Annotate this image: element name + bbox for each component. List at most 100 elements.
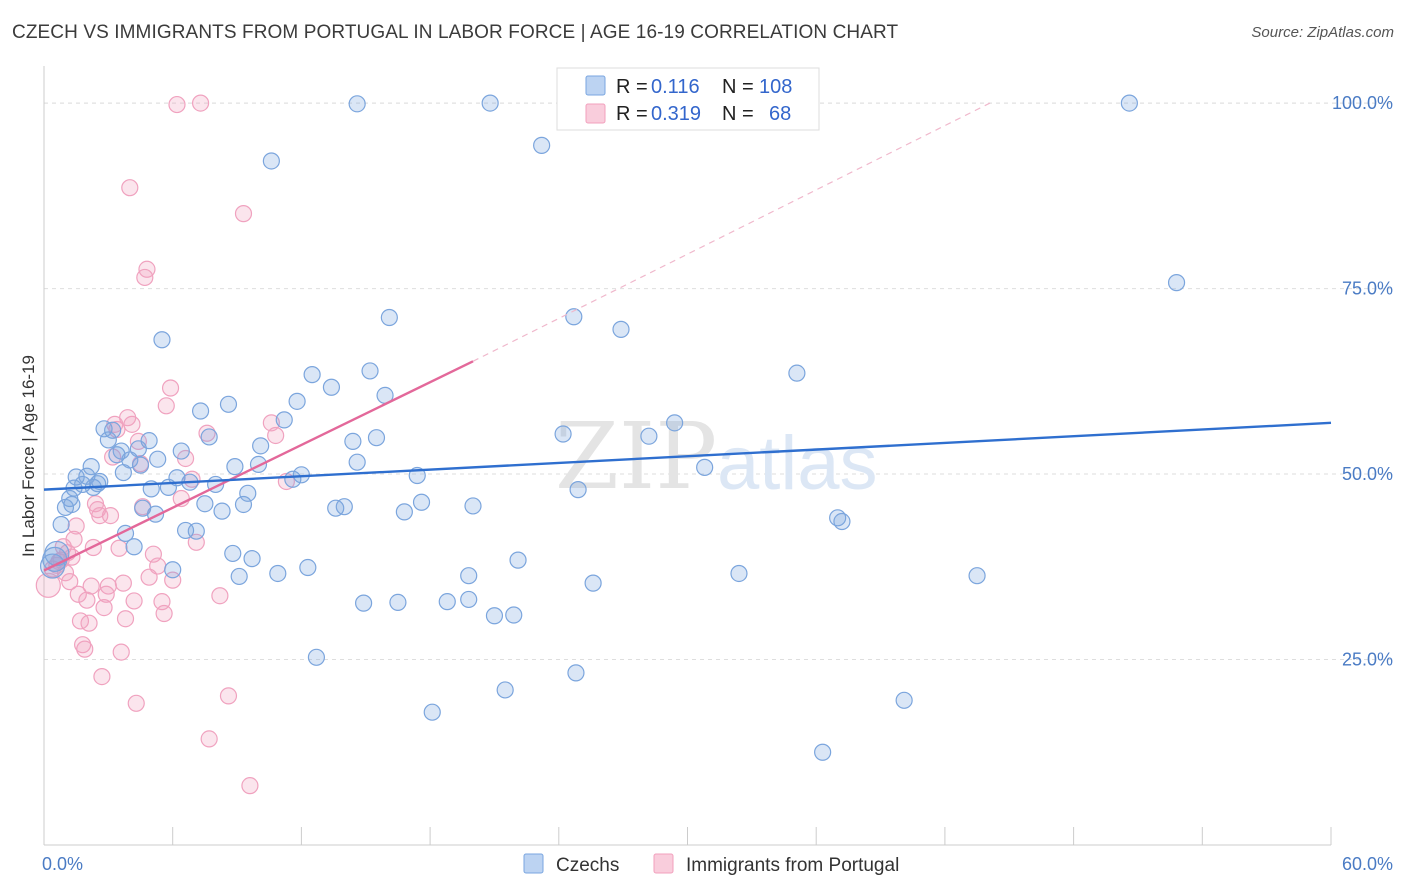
point-czech bbox=[640, 427, 658, 445]
point-czech bbox=[200, 428, 218, 446]
point-czech bbox=[262, 152, 280, 170]
point-czech bbox=[344, 432, 362, 451]
point-czech bbox=[460, 590, 478, 609]
point-czech bbox=[95, 420, 113, 438]
point-czech bbox=[52, 515, 70, 534]
point-czech bbox=[485, 607, 504, 625]
point-czech bbox=[112, 442, 130, 460]
point-czech bbox=[125, 538, 143, 556]
watermark: ZIP atlas bbox=[555, 403, 878, 510]
point-portugal bbox=[114, 574, 132, 592]
legend-r-value-czechs: 0.116 bbox=[651, 76, 700, 98]
y-tick-label: 25.0% bbox=[1342, 650, 1393, 670]
point-czech bbox=[696, 458, 714, 476]
top-legend: R = 0.116 N = 108 R = 0.319 N = 68 bbox=[556, 67, 820, 131]
point-czech bbox=[968, 567, 986, 585]
point-czech bbox=[153, 331, 171, 349]
trend-lines bbox=[43, 102, 1332, 572]
point-czech bbox=[275, 411, 293, 429]
point-czech bbox=[63, 495, 81, 514]
point-czech bbox=[509, 551, 527, 569]
bottom-legend: Czechs Immigrants from Portugal bbox=[523, 853, 899, 876]
point-czech bbox=[788, 364, 806, 382]
bottom-legend-swatch-czechs bbox=[523, 853, 544, 874]
point-czech bbox=[303, 366, 321, 384]
watermark-atlas: atlas bbox=[717, 421, 878, 506]
point-czech bbox=[412, 493, 431, 511]
point-czech bbox=[44, 540, 70, 567]
point-czech bbox=[730, 564, 748, 583]
point-portugal bbox=[138, 260, 156, 278]
point-czech bbox=[496, 681, 514, 699]
point-portugal bbox=[65, 530, 83, 548]
point-czech bbox=[533, 136, 551, 154]
point-czech bbox=[196, 495, 214, 513]
point-czech bbox=[565, 308, 583, 326]
point-czech bbox=[322, 378, 341, 396]
point-czech bbox=[327, 499, 345, 517]
point-czech bbox=[460, 567, 478, 585]
point-czech bbox=[288, 392, 306, 410]
point-czech bbox=[307, 648, 326, 666]
axes bbox=[43, 66, 1332, 846]
source-prefix: Source: bbox=[1251, 24, 1308, 41]
point-czech bbox=[1167, 274, 1186, 292]
point-czech bbox=[252, 437, 270, 455]
tick-labels: 25.0% 50.0% 75.0% 100.0% 0.0% 60.0% bbox=[42, 93, 1393, 874]
legend-n-label-portugal: N = bbox=[722, 103, 754, 125]
point-portugal bbox=[99, 577, 117, 595]
point-czech bbox=[82, 458, 100, 476]
point-portugal bbox=[95, 598, 113, 617]
point-czech bbox=[612, 320, 630, 338]
point-czech bbox=[569, 481, 587, 499]
point-czech bbox=[423, 703, 441, 721]
point-portugal bbox=[93, 667, 111, 686]
point-czech bbox=[833, 512, 851, 531]
source-site: ZipAtlas.com bbox=[1307, 24, 1394, 41]
point-czech bbox=[243, 550, 261, 568]
legend-swatch-czechs bbox=[585, 75, 606, 96]
point-czech bbox=[348, 95, 366, 113]
point-czech bbox=[567, 664, 585, 682]
bottom-legend-swatch-portugal bbox=[653, 853, 674, 874]
point-czech bbox=[226, 458, 244, 476]
point-portugal bbox=[234, 205, 253, 223]
chart-title: CZECH VS IMMIGRANTS FROM PORTUGAL IN LAB… bbox=[12, 22, 899, 43]
point-czech bbox=[191, 402, 210, 420]
point-portugal bbox=[80, 614, 98, 632]
point-portugal bbox=[241, 777, 259, 795]
point-czech bbox=[131, 456, 150, 474]
point-portugal bbox=[219, 687, 238, 705]
legend-r-label-portugal: R = bbox=[616, 103, 648, 125]
point-portugal bbox=[35, 572, 61, 598]
point-portugal bbox=[69, 585, 87, 603]
point-czech bbox=[438, 593, 456, 611]
point-czech bbox=[269, 564, 287, 583]
y-axis-title: In Labor Force | Age 16-19 bbox=[19, 355, 38, 557]
legend-n-label-czechs: N = bbox=[722, 76, 754, 98]
legend-swatch-portugal bbox=[585, 103, 606, 124]
point-portugal bbox=[101, 506, 120, 525]
point-czech bbox=[367, 429, 386, 447]
point-czech bbox=[99, 431, 117, 449]
point-portugal bbox=[211, 587, 229, 605]
x-tick-label: 60.0% bbox=[1342, 854, 1393, 874]
y-tick-label: 50.0% bbox=[1342, 464, 1393, 484]
point-portugal bbox=[67, 517, 85, 535]
point-portugal bbox=[110, 539, 128, 557]
point-czech bbox=[464, 497, 482, 515]
point-czech bbox=[149, 450, 167, 468]
bottom-legend-portugal: Immigrants from Portugal bbox=[686, 855, 899, 876]
point-czech bbox=[554, 425, 572, 443]
point-czech bbox=[389, 593, 407, 611]
point-czech bbox=[140, 432, 158, 450]
point-czech bbox=[187, 522, 205, 540]
legend-r-value-portugal: 0.319 bbox=[651, 103, 701, 125]
point-czech bbox=[335, 498, 353, 516]
point-portugal bbox=[262, 414, 280, 432]
point-portugal bbox=[267, 426, 285, 445]
point-portugal bbox=[191, 94, 210, 112]
legend-n-value-portugal: 68 bbox=[769, 103, 791, 125]
point-czech bbox=[239, 484, 257, 502]
